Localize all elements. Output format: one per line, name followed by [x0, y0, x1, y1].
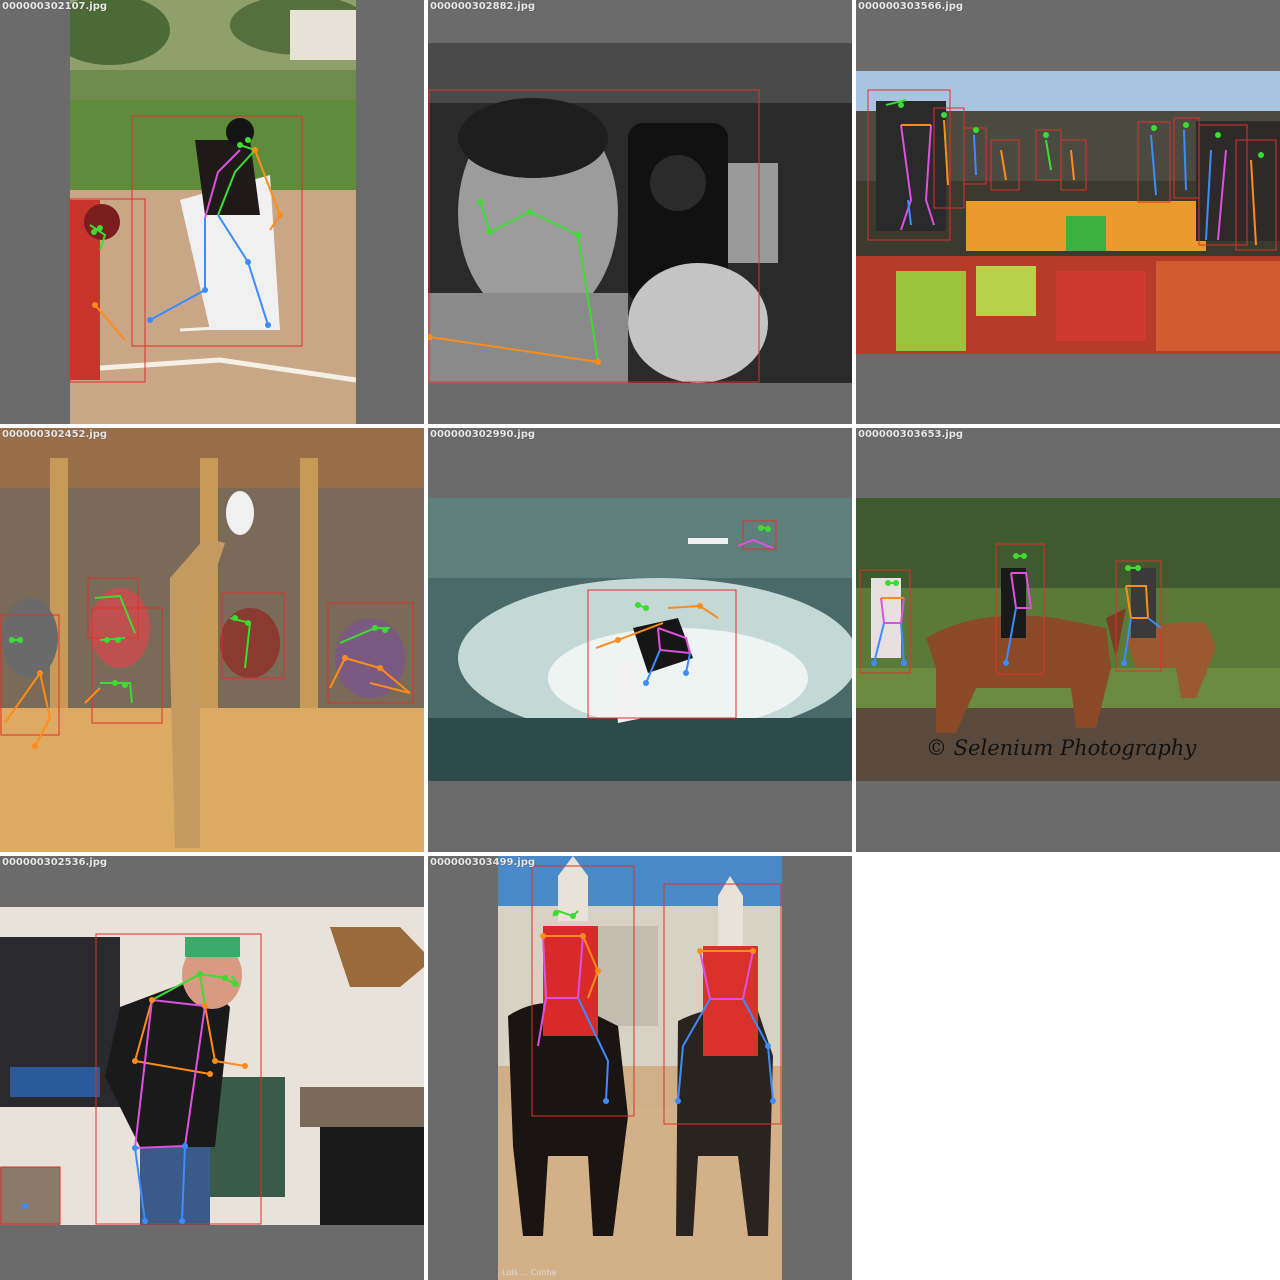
image-tile-4[interactable]: 000000302452.jpg: [0, 428, 424, 852]
image-tile-1[interactable]: 000000302107.jpg: [0, 0, 424, 424]
photo-living-room: [0, 907, 424, 1225]
pose-overlay: [587, 520, 777, 719]
pose-overlay: [0, 933, 262, 1225]
filename-label: 000000302536.jpg: [2, 857, 108, 868]
image-tile-8[interactable]: 000000303499.jpg Luis ... Cunha: [428, 856, 852, 1280]
filename-label: 000000302107.jpg: [2, 1, 108, 12]
filename-label: 000000302452.jpg: [2, 429, 108, 440]
photo-horses: [856, 498, 1280, 781]
filename-label: 000000302990.jpg: [430, 429, 536, 440]
image-tile-5[interactable]: 000000302990.jpg: [428, 428, 852, 852]
pose-overlay: [867, 89, 1277, 251]
image-tile-3[interactable]: 000000303566.jpg: [856, 0, 1280, 424]
pose-overlay: [0, 577, 414, 749]
pose-overlay: [531, 865, 782, 1125]
filename-label: 000000303653.jpg: [858, 429, 964, 440]
image-tile-7[interactable]: 000000302536.jpg: [0, 856, 424, 1280]
pose-overlay: [69, 115, 303, 383]
pose-overlay: [428, 89, 760, 383]
filename-label: 000000303566.jpg: [858, 1, 964, 12]
photo-selfie: [428, 43, 852, 383]
filename-label: 000000302882.jpg: [430, 1, 536, 12]
filename-label: 000000303499.jpg: [430, 857, 536, 868]
image-tile-2[interactable]: 000000302882.jpg: [428, 0, 852, 424]
pose-overlay: [859, 543, 1162, 675]
photo-market: [856, 71, 1280, 354]
photo-watermark: © Selenium Photography: [926, 736, 1197, 760]
photo-surfer: [428, 498, 852, 781]
image-tile-6[interactable]: 000000303653.jpg © Selenium Photography: [856, 428, 1280, 852]
photo-credit: Luis ... Cunha: [502, 1268, 557, 1277]
